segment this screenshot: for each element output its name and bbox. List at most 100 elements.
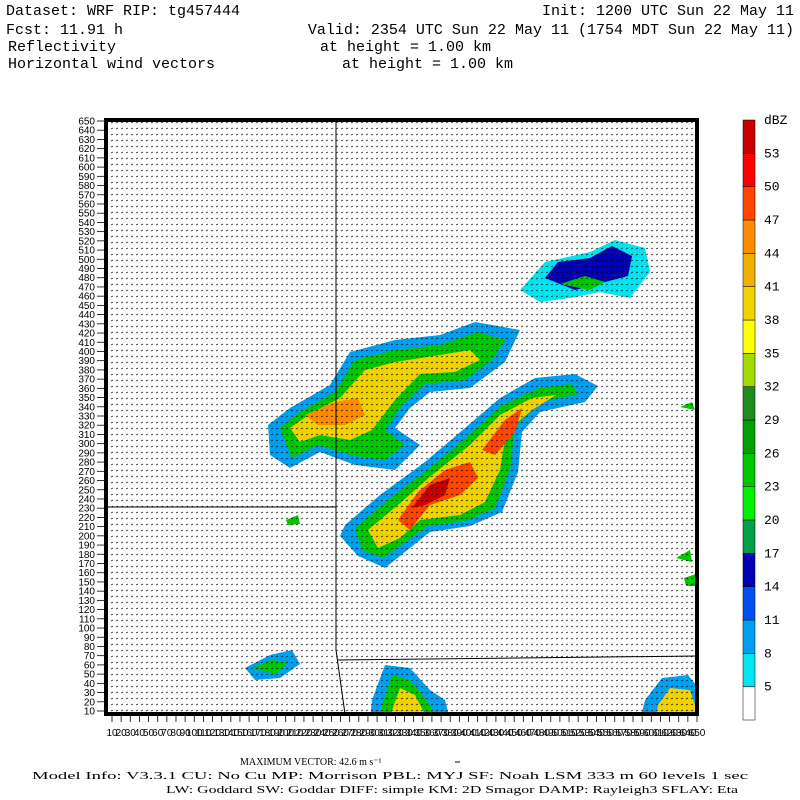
map-frame <box>104 118 699 716</box>
x-tick-label: 610 <box>652 728 669 739</box>
y-tick-label: 560 <box>78 199 95 210</box>
y-tick-label: 450 <box>78 301 95 312</box>
y-tick-label: 180 <box>78 550 95 561</box>
x-tick-label: 230 <box>305 728 322 739</box>
x-tick-label: 650 <box>689 728 706 739</box>
colorbar-swatch <box>742 219 756 254</box>
y-tick-label: 600 <box>78 163 95 174</box>
y-tick-label: 50 <box>84 670 96 681</box>
x-tick-label: 160 <box>241 728 258 739</box>
colorbar-label: 38 <box>764 313 780 328</box>
y-tick-label: 280 <box>78 458 95 469</box>
colorbar-swatch <box>742 553 756 587</box>
x-tick-label: 530 <box>579 728 596 739</box>
x-tick-label: 460 <box>515 728 532 739</box>
y-tick-label: 210 <box>78 522 95 533</box>
colorbar-swatch <box>742 486 756 521</box>
y-tick-label: 590 <box>78 172 95 183</box>
y-tick-label: 520 <box>78 236 95 247</box>
colorbar-label: 50 <box>764 180 780 195</box>
x-tick-label: 580 <box>625 728 642 739</box>
y-tick-label: 110 <box>79 614 95 625</box>
x-tick-label: 430 <box>488 728 505 739</box>
y-tick-label: 500 <box>78 255 95 266</box>
y-tick-label: 490 <box>78 264 95 275</box>
y-tick-label: 100 <box>78 624 95 635</box>
x-tick-label: 570 <box>616 728 633 739</box>
x-tick-label: 250 <box>323 728 340 739</box>
field-name: Reflectivity <box>8 39 116 56</box>
y-tick-label: 440 <box>78 310 95 321</box>
field-level: at height = 1.00 km <box>342 56 513 73</box>
x-tick-label: 410 <box>469 728 486 739</box>
x-tick-label: 330 <box>396 728 413 739</box>
x-tick-label: 30 <box>125 728 137 739</box>
y-tick-label: 410 <box>78 338 95 349</box>
y-tick-label: 190 <box>78 541 95 552</box>
y-tick-label: 40 <box>84 679 96 690</box>
x-tick-label: 220 <box>296 728 313 739</box>
x-tick-label: 320 <box>387 728 404 739</box>
y-tick-label: 130 <box>78 596 95 607</box>
x-tick-label: 370 <box>433 728 450 739</box>
x-tick-label: 500 <box>552 728 569 739</box>
x-tick-label: 190 <box>268 728 285 739</box>
y-tick-label: 300 <box>78 439 95 450</box>
dataset: Dataset: WRF RIP: tg457444 <box>6 3 240 20</box>
y-tick-label: 10 <box>84 707 96 718</box>
y-tick-label: 240 <box>78 494 95 505</box>
y-tick-label: 480 <box>78 273 95 284</box>
colorbar-swatch <box>742 319 756 354</box>
colorbar-label: 47 <box>764 213 780 228</box>
colorbar-unit: dBZ <box>764 113 788 128</box>
y-tick-label: 290 <box>78 448 95 459</box>
y-tick-label: 260 <box>78 476 95 487</box>
colorbar-swatch <box>742 453 756 487</box>
y-tick-label: 630 <box>78 135 95 146</box>
y-tick-label: 160 <box>78 568 95 579</box>
physics-info: LW: Goddard SW: Goddar DIFF: simple KM: … <box>166 784 738 796</box>
y-tick-label: 230 <box>78 504 95 515</box>
y-tick-label: 470 <box>78 282 95 293</box>
colorbar-label: 23 <box>764 480 780 495</box>
colorbar-swatch <box>742 586 756 621</box>
y-tick-label: 550 <box>78 209 95 220</box>
y-tick-label: 270 <box>78 467 95 478</box>
y-tick-label: 580 <box>78 181 95 192</box>
y-tick-label: 70 <box>84 651 96 662</box>
x-tick-label: 180 <box>259 728 276 739</box>
y-tick-label: 650 <box>78 117 95 128</box>
y-tick-label: 310 <box>78 430 95 441</box>
colorbar-label: 26 <box>764 446 780 461</box>
colorbar-swatch <box>742 653 756 687</box>
x-tick-label: 90 <box>180 728 192 739</box>
x-tick-label: 540 <box>588 728 605 739</box>
x-tick-label: 640 <box>680 728 697 739</box>
x-tick-label: 40 <box>134 728 146 739</box>
colorbar-label: 32 <box>764 380 780 395</box>
colorbar-swatch <box>742 419 756 454</box>
x-tick-label: 630 <box>670 728 687 739</box>
y-tick-label: 200 <box>78 531 95 542</box>
y-tick-label: 170 <box>78 559 95 570</box>
x-tick-label: 50 <box>143 728 155 739</box>
y-tick-label: 620 <box>78 144 95 155</box>
x-tick-label: 170 <box>250 728 267 739</box>
y-tick-label: 360 <box>78 384 95 395</box>
colorbar-label: 29 <box>764 413 780 428</box>
colorbar-swatch <box>742 386 756 421</box>
colorbar-swatch <box>742 253 756 287</box>
x-tick-label: 20 <box>116 728 128 739</box>
colorbar-label: 17 <box>764 546 780 561</box>
y-tick-label: 90 <box>84 633 96 644</box>
x-tick-label: 130 <box>213 728 230 739</box>
colorbar-swatch <box>742 686 756 721</box>
y-tick-label: 220 <box>78 513 95 524</box>
y-tick-label: 540 <box>78 218 95 229</box>
field-level: at height = 1.00 km <box>320 39 491 56</box>
x-tick-label: 400 <box>460 728 477 739</box>
colorbar-label: 8 <box>764 646 772 661</box>
valid-time: Valid: 2354 UTC Sun 22 May 11 (1754 MDT … <box>308 22 794 39</box>
colorbar-swatch <box>742 153 756 187</box>
